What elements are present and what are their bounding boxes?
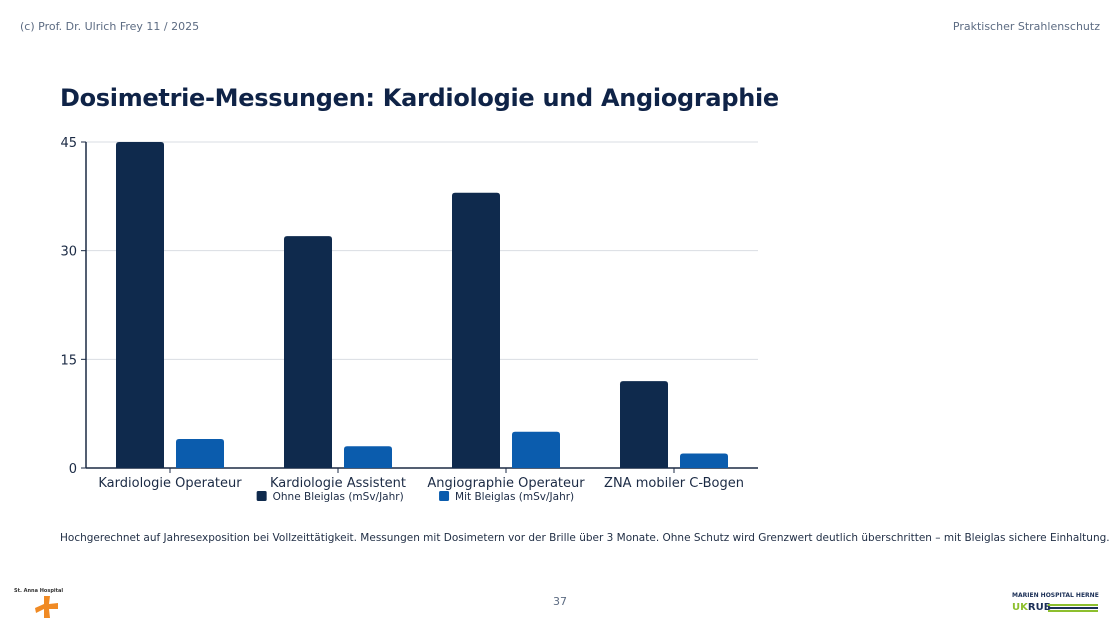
bar-ohne-bleiglas	[284, 236, 332, 468]
copyright-text: (c) Prof. Dr. Ulrich Frey 11 / 2025	[20, 20, 200, 33]
marien-hospital-logo-text: MARIEN HOSPITAL HERNE	[1012, 592, 1099, 599]
slide-title: Dosimetrie-Messungen: Kardiologie und An…	[60, 84, 779, 112]
x-tick-label: Kardiologie Assistent	[270, 476, 406, 491]
bar-ohne-bleiglas	[116, 142, 164, 468]
y-tick-label: 15	[60, 353, 77, 368]
cross-icon	[35, 596, 58, 618]
page-number: 37	[553, 595, 567, 608]
x-tick-label: ZNA mobiler C-Bogen	[604, 476, 744, 491]
st-anna-logo-text: St. Anna Hospital	[14, 588, 64, 594]
y-tick-label: 45	[60, 136, 77, 151]
y-tick-label: 0	[69, 462, 77, 477]
legend-swatch	[256, 491, 267, 501]
bar-ohne-bleiglas	[620, 381, 668, 468]
st-anna-hospital-logo: St. Anna Hospital	[14, 588, 74, 620]
footnote: Hochgerechnet auf Jahresexposition bei V…	[60, 532, 1110, 544]
x-tick-label: Kardiologie Operateur	[98, 476, 242, 491]
y-tick-label: 30	[60, 245, 77, 260]
bar-mit-bleiglas	[680, 453, 728, 468]
legend-label: Ohne Bleiglas (mSv/Jahr)	[273, 491, 404, 503]
legend-label: Mit Bleiglas (mSv/Jahr)	[455, 491, 574, 503]
uk-rub-logo: UKRUB	[1012, 602, 1052, 613]
marien-hospital-logo: MARIEN HOSPITAL HERNE UKRUB	[1012, 592, 1102, 620]
logo-decoration	[1048, 604, 1098, 612]
legend-swatch	[439, 491, 450, 501]
bar-mit-bleiglas	[344, 446, 392, 468]
bar-ohne-bleiglas	[452, 192, 500, 468]
bar-mit-bleiglas	[512, 431, 560, 468]
section-label: Praktischer Strahlenschutz	[952, 20, 1100, 33]
bar-mit-bleiglas	[176, 439, 224, 468]
x-tick-label: Angiographie Operateur	[427, 476, 585, 491]
